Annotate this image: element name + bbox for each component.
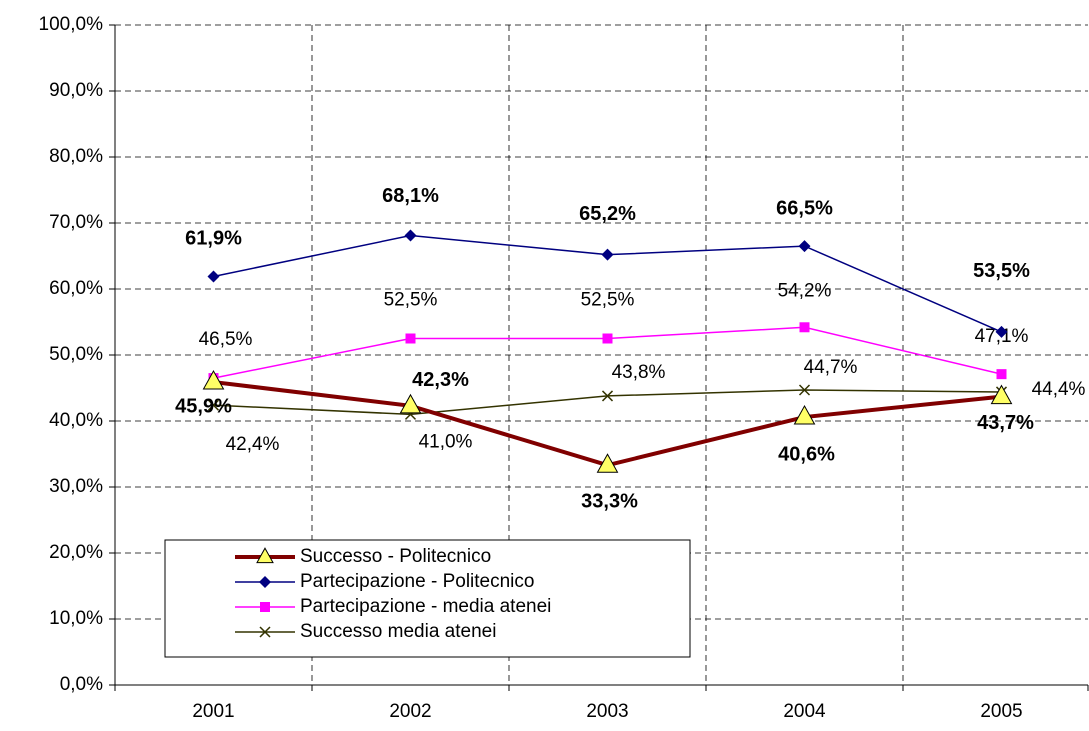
marker bbox=[798, 240, 811, 253]
data-label: 43,8% bbox=[612, 362, 666, 383]
x-tick-label: 2001 bbox=[192, 701, 234, 722]
x-tick-label: 2002 bbox=[389, 701, 431, 722]
marker bbox=[793, 405, 816, 425]
marker bbox=[596, 453, 619, 473]
data-label: 52,5% bbox=[581, 290, 635, 311]
marker bbox=[207, 270, 220, 283]
y-tick-label: 0,0% bbox=[60, 674, 103, 695]
line bbox=[213, 380, 1002, 468]
marker bbox=[405, 333, 416, 344]
legend-box bbox=[164, 539, 691, 658]
legend-label: Successo - Politecnico bbox=[300, 546, 491, 567]
y-tick-label: 100,0% bbox=[39, 14, 104, 35]
marker bbox=[202, 370, 225, 390]
marker bbox=[990, 384, 1013, 405]
legend-label: Partecipazione - Politecnico bbox=[300, 571, 534, 592]
marker bbox=[399, 393, 422, 414]
data-label: 68,1% bbox=[382, 185, 439, 207]
y-tick-label: 90,0% bbox=[49, 80, 103, 101]
marker bbox=[602, 333, 613, 344]
y-tick-label: 10,0% bbox=[49, 608, 103, 629]
y-tick-label: 70,0% bbox=[49, 212, 103, 233]
marker bbox=[256, 547, 274, 564]
data-label: 33,3% bbox=[581, 491, 638, 513]
x-tick-label: 2004 bbox=[783, 701, 826, 722]
data-label: 42,3% bbox=[412, 369, 469, 391]
legend: Successo - Politecnico Partecipazione - P… bbox=[164, 539, 691, 658]
marker bbox=[798, 384, 811, 396]
data-label: 44,4% bbox=[1032, 379, 1086, 400]
data-label: 41,0% bbox=[419, 431, 473, 452]
data-label: 54,2% bbox=[778, 280, 832, 301]
marker bbox=[996, 369, 1007, 380]
data-label: 65,2% bbox=[579, 203, 636, 225]
marker bbox=[995, 325, 1008, 338]
data-label: 61,9% bbox=[185, 228, 242, 250]
y-tick-label: 30,0% bbox=[49, 476, 103, 497]
marker bbox=[259, 626, 271, 638]
series: 45,9% 42,3% 33,3% 40,6% 43,7% bbox=[175, 369, 1034, 512]
marker bbox=[260, 602, 270, 612]
marker bbox=[404, 229, 417, 242]
series: 42,4% 41,0% 43,8% 44,7% 44,4% bbox=[207, 357, 1086, 455]
data-label: 42,4% bbox=[226, 434, 280, 455]
legend-label: Partecipazione - media atenei bbox=[300, 596, 551, 617]
y-tick-label: 20,0% bbox=[49, 542, 103, 563]
data-label: 46,5% bbox=[199, 329, 253, 350]
data-label: 44,7% bbox=[804, 357, 858, 378]
y-tick-label: 80,0% bbox=[49, 146, 103, 167]
marker bbox=[259, 576, 271, 588]
data-label: 45,9% bbox=[175, 395, 232, 417]
x-tick-label: 2005 bbox=[980, 701, 1022, 722]
x-tick-label: 2003 bbox=[586, 701, 628, 722]
data-label: 43,7% bbox=[977, 412, 1034, 434]
series: 61,9% 68,1% 65,2% 66,5% 53,5% bbox=[185, 185, 1030, 338]
data-label: 40,6% bbox=[778, 443, 835, 465]
y-tick-label: 40,0% bbox=[49, 410, 103, 431]
y-tick-label: 50,0% bbox=[49, 344, 103, 365]
data-label: 66,5% bbox=[776, 197, 833, 219]
data-label: 52,5% bbox=[384, 290, 438, 311]
y-tick-label: 60,0% bbox=[49, 278, 103, 299]
marker bbox=[207, 399, 220, 411]
legend-label: Successo media atenei bbox=[300, 621, 496, 642]
marker bbox=[799, 322, 810, 333]
marker bbox=[601, 390, 614, 402]
marker bbox=[601, 248, 614, 261]
data-label: 53,5% bbox=[973, 260, 1030, 282]
